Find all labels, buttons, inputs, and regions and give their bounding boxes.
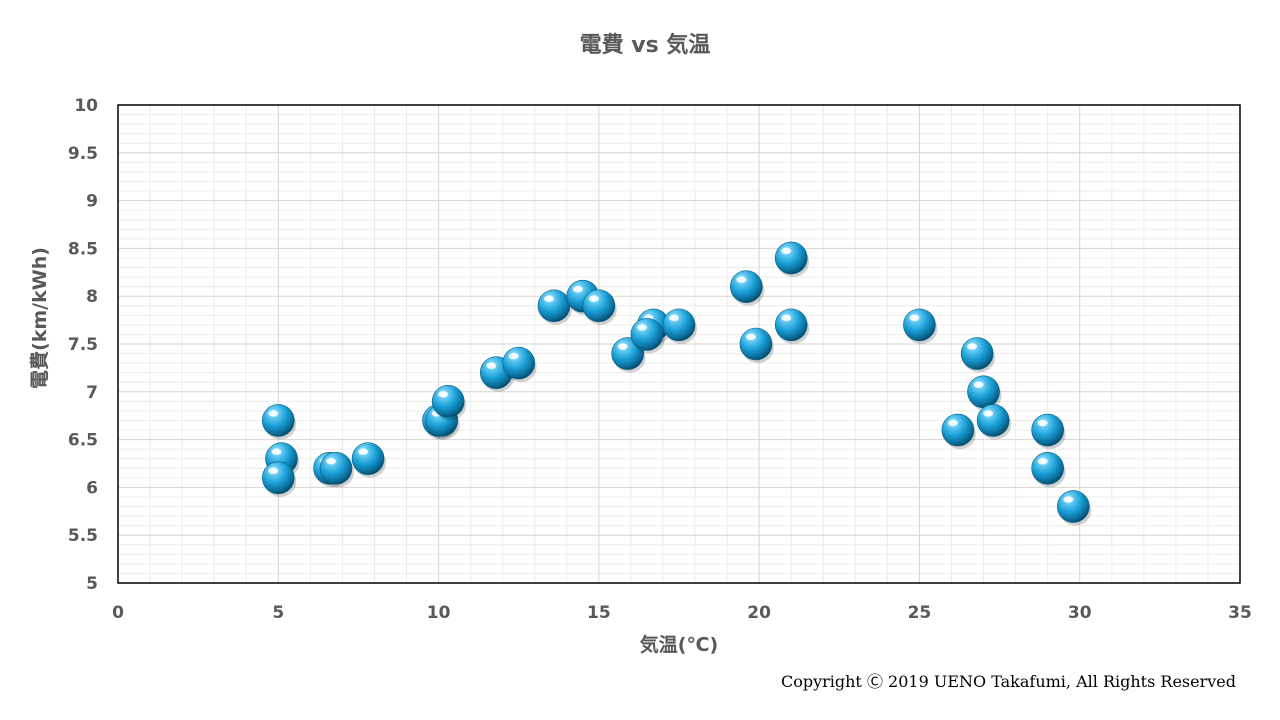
- x-tick-label: 30: [1068, 603, 1092, 623]
- data-point: [537, 289, 572, 325]
- y-tick-label: 7: [86, 383, 98, 403]
- data-point: [582, 289, 617, 325]
- data-point: [502, 346, 537, 383]
- x-axis-ticks: 0 5 10 15 20 25 30 35: [112, 603, 1252, 623]
- data-point: [1057, 490, 1092, 526]
- x-tick-label: 35: [1228, 603, 1252, 623]
- y-axis-ticks: 5 5.5 6 6.5 7 7.5 8 8.5 9 9.5 10: [68, 96, 98, 594]
- data-point: [630, 318, 665, 354]
- data-point: [960, 337, 996, 373]
- data-point: [730, 270, 765, 306]
- y-tick-label: 9.5: [68, 144, 98, 164]
- y-tick-label: 6.5: [68, 431, 98, 451]
- data-point: [261, 404, 297, 440]
- x-tick-label: 5: [272, 603, 284, 623]
- data-point: [1031, 413, 1066, 450]
- data-point: [261, 461, 297, 497]
- x-tick-label: 0: [112, 603, 124, 623]
- data-point: [903, 308, 938, 344]
- y-tick-label: 7.5: [68, 335, 98, 355]
- plot-area-border: [117, 104, 1241, 584]
- y-tick-label: 8: [86, 287, 98, 307]
- data-point: [1031, 451, 1066, 488]
- chart-title: 電費 vs 気温: [580, 32, 711, 58]
- x-tick-label: 10: [427, 603, 451, 623]
- data-point: [967, 375, 1002, 411]
- y-tick-label: 5.5: [68, 526, 98, 546]
- data-point: [774, 241, 810, 277]
- data-point: [351, 442, 387, 478]
- y-tick-label: 6: [86, 478, 98, 498]
- y-tick-label: 9: [86, 192, 98, 212]
- x-axis-label: 気温(℃): [640, 633, 718, 656]
- x-tick-label: 15: [587, 603, 611, 623]
- data-point: [774, 308, 810, 344]
- y-tick-label: 8.5: [68, 239, 98, 259]
- y-tick-label: 5: [86, 574, 98, 594]
- y-tick-label: 10: [74, 96, 98, 116]
- data-point: [431, 385, 467, 421]
- data-point: [662, 308, 697, 344]
- x-tick-label: 20: [747, 603, 771, 623]
- data-point: [739, 327, 774, 363]
- data-point: [941, 413, 976, 450]
- y-axis-label: 電費(km/kWh): [28, 247, 51, 389]
- data-point: [319, 451, 354, 488]
- data-points: [261, 241, 1092, 526]
- data-point: [976, 404, 1012, 440]
- copyright-notice: Copyright Ⓒ 2019 UENO Takafumi, All Righ…: [780, 672, 1236, 691]
- x-tick-label: 25: [908, 603, 932, 623]
